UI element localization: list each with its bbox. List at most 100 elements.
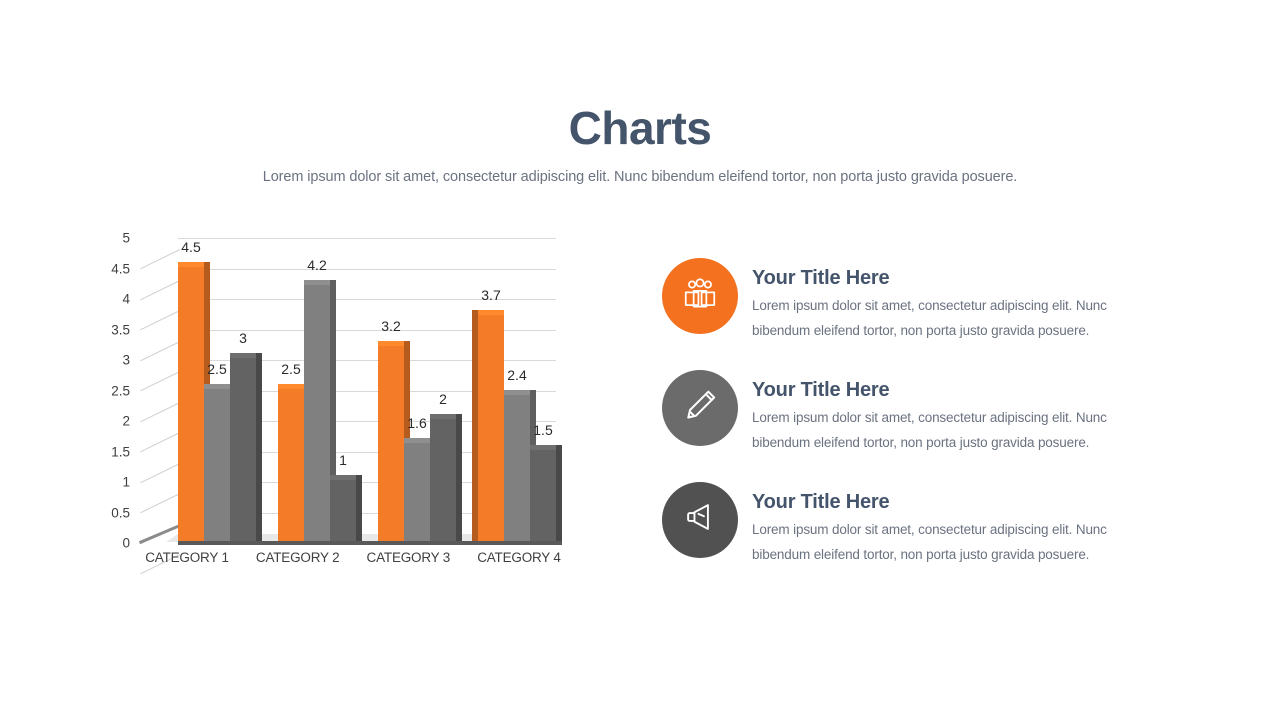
- feature-description: Lorem ipsum dolor sit amet, consectetur …: [752, 521, 1107, 562]
- gridline-depth: [140, 340, 181, 361]
- bar-value-label: 1: [339, 452, 347, 468]
- bar-group: 4.5 2.5 3: [178, 238, 262, 541]
- bar-value-label: 1.5: [533, 421, 553, 438]
- gridline: [178, 360, 556, 361]
- megaphone-icon-circle[interactable]: [662, 481, 738, 558]
- chart-floor-face: [166, 534, 562, 542]
- page-title: Charts: [568, 102, 712, 154]
- megaphone-icon: [681, 498, 719, 541]
- bar-value-label: 2.5: [281, 360, 301, 377]
- bar-value-label: 2: [439, 391, 447, 407]
- chart-bars: 4.5 2.5 3 2.5 4.2 1 3.2 1.6 2 3.7 2.4 1.5: [178, 238, 562, 541]
- feature-text: Your Title Here Lorem ipsum dolor sit ame…: [752, 482, 1160, 568]
- bar-value-label: 3.7: [481, 287, 501, 304]
- bar-chart: 5 4.5 4 3.5 3 2.5 2 1.5 1 0.5 0 4.5 2.5 3 2.5 4.2 1 3.2 1…: [92, 231, 572, 583]
- bar-column[interactable]: 4.2: [304, 238, 336, 541]
- bar-top-face: [178, 261, 204, 267]
- gridline: [178, 329, 556, 331]
- chart-y-axis: 5 4.5 4 3.5 3 2.5 2 1.5 1 0.5 0: [92, 231, 130, 551]
- y-axis-tick-label: 3: [122, 352, 130, 368]
- feature-description: Lorem ipsum dolor sit amet, consectetur …: [752, 409, 1107, 450]
- feature-description: Lorem ipsum dolor sit amet, consectetur …: [752, 298, 1107, 338]
- bar-side-face: [256, 353, 262, 541]
- bar-column[interactable]: 2.4: [504, 238, 536, 541]
- y-axis-tick-label: 3.5: [111, 322, 130, 337]
- y-axis-tick-label: 4: [122, 291, 130, 307]
- bar-column[interactable]: 3.7: [472, 238, 504, 541]
- bar-column[interactable]: 2.5: [204, 238, 236, 541]
- feature-list: Your Title Here Lorem ipsum dolor sit ame…: [662, 258, 1162, 594]
- bar-side-face: [556, 444, 562, 541]
- bar-top-face: [430, 414, 456, 419]
- gridline: [178, 238, 556, 239]
- gridline-depth: [140, 432, 181, 453]
- x-axis-tick-label: CATEGORY 4: [477, 550, 561, 565]
- bar-side-face: [472, 310, 478, 541]
- feature-text: Your Title Here Lorem ipsum dolor sit ame…: [752, 258, 1160, 344]
- bar[interactable]: 3.2: [378, 318, 410, 541]
- bar-column[interactable]: 4.5: [178, 238, 210, 541]
- bar-value-label: 3: [239, 330, 247, 346]
- chart-axis-line: [178, 541, 562, 545]
- y-axis-tick-label: 0.5: [111, 505, 130, 520]
- gridline-depth: [140, 493, 181, 514]
- gridline: [178, 451, 556, 453]
- bar-top-face: [404, 438, 430, 444]
- people-group-icon: [681, 275, 719, 318]
- bar-column[interactable]: 1.6: [404, 238, 436, 541]
- y-axis-tick-label: 4.5: [111, 261, 130, 276]
- bar[interactable]: 1.5: [530, 422, 562, 541]
- bar-group: 3.7 2.4 1.5: [472, 238, 562, 541]
- bar-top-face: [278, 383, 304, 389]
- bar-side-face: [330, 279, 336, 541]
- slide-header: Charts Lorem ipsum dolor sit amet, conse…: [0, 0, 1280, 185]
- bar-group: 2.5 4.2 1: [278, 238, 362, 541]
- bar-column[interactable]: 3.2: [378, 238, 410, 541]
- gridline: [178, 390, 556, 392]
- y-axis-tick-label: 1.5: [111, 444, 130, 459]
- x-axis-tick-label: CATEGORY 3: [366, 550, 451, 565]
- bar-top-face: [230, 353, 256, 358]
- y-axis-tick-label: 0: [122, 535, 130, 551]
- people-group-icon-circle[interactable]: [662, 258, 738, 334]
- gridline-depth: [140, 249, 181, 270]
- bar[interactable]: 1: [330, 452, 362, 541]
- bar-column[interactable]: 2.5: [278, 238, 310, 541]
- bar-column[interactable]: 2: [430, 238, 462, 541]
- bar[interactable]: 2.5: [204, 361, 236, 541]
- bar[interactable]: 2.4: [504, 367, 536, 541]
- feature-text: Your Title Here Lorem ipsum dolor sit ame…: [752, 370, 1160, 456]
- feature-item[interactable]: Your Title Here Lorem ipsum dolor sit ame…: [662, 369, 1162, 456]
- gridline-depth: [140, 279, 181, 300]
- feature-item[interactable]: Your Title Here Lorem ipsum dolor sit ame…: [662, 481, 1162, 568]
- bar[interactable]: 3.7: [472, 287, 504, 541]
- bar-group: 3.2 1.6 2: [378, 238, 462, 541]
- gridline-depth: [140, 310, 181, 331]
- gridline: [178, 268, 556, 270]
- gridline: [178, 512, 556, 514]
- bar[interactable]: 2: [430, 391, 462, 541]
- bar[interactable]: 4.2: [304, 257, 336, 541]
- y-axis-tick-label: 5: [122, 230, 130, 246]
- gridline: [178, 299, 556, 300]
- bar-value-label: 2.5: [207, 360, 227, 377]
- bar-side-face: [456, 414, 462, 541]
- bar[interactable]: 4.5: [178, 239, 210, 541]
- bar[interactable]: 1.6: [404, 415, 436, 541]
- bar[interactable]: 3: [230, 330, 262, 541]
- y-axis-tick-label: 1: [122, 474, 130, 490]
- page-subtitle: Lorem ipsum dolor sit amet, consectetur …: [262, 169, 1018, 186]
- y-axis-tick-label: 2: [122, 413, 130, 429]
- bar-column[interactable]: 1.5: [530, 238, 562, 541]
- bar-top-face: [304, 279, 330, 285]
- bar[interactable]: 2.5: [278, 361, 310, 541]
- bar-column[interactable]: 3: [230, 238, 262, 541]
- bar-value-label: 2.4: [507, 366, 527, 383]
- pencil-icon-circle[interactable]: [662, 369, 738, 446]
- gridline-depth: [140, 462, 181, 483]
- bar-column[interactable]: 1: [330, 238, 362, 541]
- bar-top-face: [478, 310, 504, 316]
- bar-top-face: [530, 444, 556, 450]
- bar-top-face: [204, 383, 230, 389]
- feature-item[interactable]: Your Title Here Lorem ipsum dolor sit ame…: [662, 258, 1162, 344]
